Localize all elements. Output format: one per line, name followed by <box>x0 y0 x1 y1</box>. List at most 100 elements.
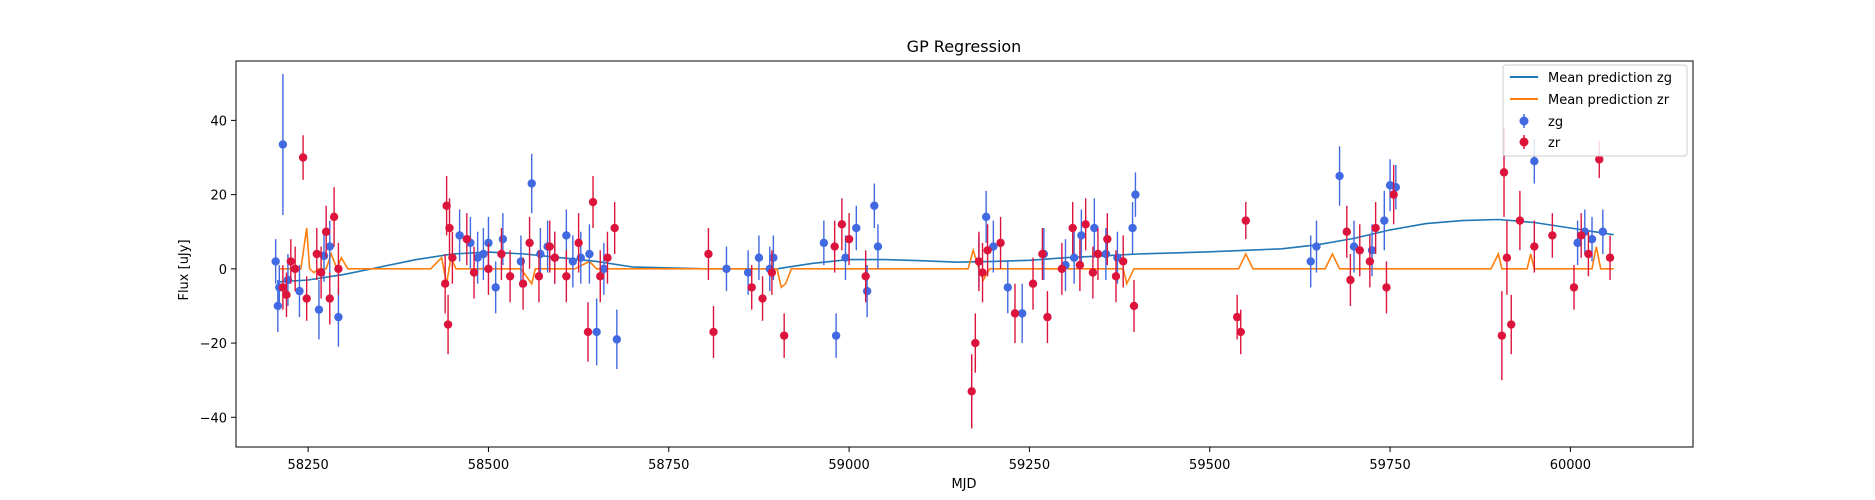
data-point-zr <box>704 249 713 259</box>
data-point-zr <box>1502 253 1512 262</box>
data-point-zr <box>278 283 288 292</box>
data-point-zr <box>1236 327 1245 337</box>
y-tick-label: 40 <box>210 114 227 129</box>
data-point-zr <box>448 253 457 262</box>
data-point-zg <box>1128 223 1137 233</box>
data-point-zg <box>455 231 464 240</box>
data-point-zr <box>1075 260 1085 270</box>
data-point-zg <box>314 305 324 314</box>
data-point-zr <box>830 242 839 251</box>
data-point-zr <box>550 253 560 262</box>
data-point-zr <box>971 338 980 348</box>
y-tick-label: −20 <box>200 337 227 352</box>
data-point-zr <box>562 272 571 281</box>
data-point-zr <box>1355 246 1364 255</box>
data-point-zr <box>518 279 528 288</box>
x-tick-label: 59250 <box>1009 458 1050 473</box>
data-point-zr <box>1530 242 1539 251</box>
data-point-zr <box>484 264 493 274</box>
data-point-zr <box>525 238 534 248</box>
data-point-zr <box>1569 283 1579 292</box>
data-point-zg <box>562 231 571 240</box>
data-point-zr <box>603 253 612 262</box>
data-point-zg <box>831 331 841 340</box>
data-point-zr <box>1088 268 1098 277</box>
data-point-zr <box>1057 264 1067 274</box>
x-tick-label: 60000 <box>1550 458 1591 473</box>
x-tick-label: 58250 <box>287 458 328 473</box>
x-axis-label: MJD <box>951 477 976 492</box>
data-point-zg <box>754 253 764 262</box>
data-point-zr <box>443 320 453 329</box>
data-point-zr <box>290 264 300 274</box>
axis-ticks: 58250 58500 58750 59000 59250 59500 59750 60000… <box>200 114 1591 473</box>
data-point-zg <box>862 286 872 296</box>
data-point-zr <box>505 272 515 281</box>
data-point-zr <box>545 242 554 251</box>
y-tick-label: 0 <box>219 263 227 278</box>
data-point-zr <box>588 197 598 207</box>
data-point-zr <box>837 220 847 229</box>
data-point-zg <box>1131 190 1140 199</box>
data-point-zg <box>819 238 829 248</box>
data-point-zg <box>1335 171 1344 181</box>
data-point-zr <box>1389 190 1398 199</box>
data-point-zg <box>1573 238 1582 248</box>
data-point-zr <box>1111 272 1121 281</box>
data-point-zg <box>536 249 545 259</box>
data-point-zr <box>497 249 506 259</box>
data-point-zr <box>978 268 987 277</box>
y-tick-label: −40 <box>200 411 227 426</box>
legend-label-zg-mean: Mean prediction zg <box>1548 71 1672 86</box>
data-point-zg <box>585 249 594 259</box>
data-point-zg <box>1003 283 1012 292</box>
data-point-zr <box>779 331 789 340</box>
data-point-zr <box>1068 223 1077 233</box>
data-point-zr <box>1365 257 1375 266</box>
data-point-zr <box>1038 249 1047 259</box>
data-point-zr <box>329 212 339 222</box>
data-point-zg <box>1018 309 1027 318</box>
data-point-zr <box>298 153 308 162</box>
data-point-zg <box>325 242 334 251</box>
data-point-zr <box>1043 312 1052 322</box>
data-point-zr <box>767 268 777 277</box>
data-point-zr <box>596 272 605 281</box>
data-point-zg <box>599 264 609 274</box>
data-point-zg <box>722 264 731 274</box>
data-point-zr <box>709 327 718 337</box>
data-point-zr <box>1010 309 1020 318</box>
data-point-zg <box>498 234 508 244</box>
data-point-zr <box>974 257 984 266</box>
data-point-zr <box>1232 312 1242 322</box>
data-point-zg <box>743 268 753 277</box>
data-point-zg <box>1598 227 1608 236</box>
data-point-zg <box>568 257 578 266</box>
data-point-zr <box>758 294 767 303</box>
data-point-zr <box>325 294 334 303</box>
data-point-zg <box>334 312 343 322</box>
data-point-zr <box>282 290 291 300</box>
data-point-zr <box>312 249 321 259</box>
data-point-zg <box>491 283 500 292</box>
x-tick-label: 58750 <box>648 458 689 473</box>
data-point-zr <box>1342 227 1351 236</box>
data-point-zr <box>1499 168 1509 177</box>
plot-area <box>271 73 1615 429</box>
data-point-zr <box>1129 301 1139 311</box>
data-point-zr <box>747 283 756 292</box>
axes-frame <box>235 60 1694 448</box>
data-point-zr <box>1497 331 1507 340</box>
data-point-zr <box>1584 249 1593 259</box>
data-point-zr <box>534 272 544 281</box>
data-point-zr <box>1093 249 1103 259</box>
data-point-zg <box>592 327 601 337</box>
data-point-zg <box>1530 157 1539 166</box>
data-point-zg <box>981 212 991 222</box>
series-line-mean-prediction-zr <box>279 227 1614 289</box>
data-point-zg <box>576 253 585 262</box>
data-point-zg <box>870 201 879 210</box>
data-point-zg <box>1090 223 1099 233</box>
data-point-zr <box>302 294 311 303</box>
